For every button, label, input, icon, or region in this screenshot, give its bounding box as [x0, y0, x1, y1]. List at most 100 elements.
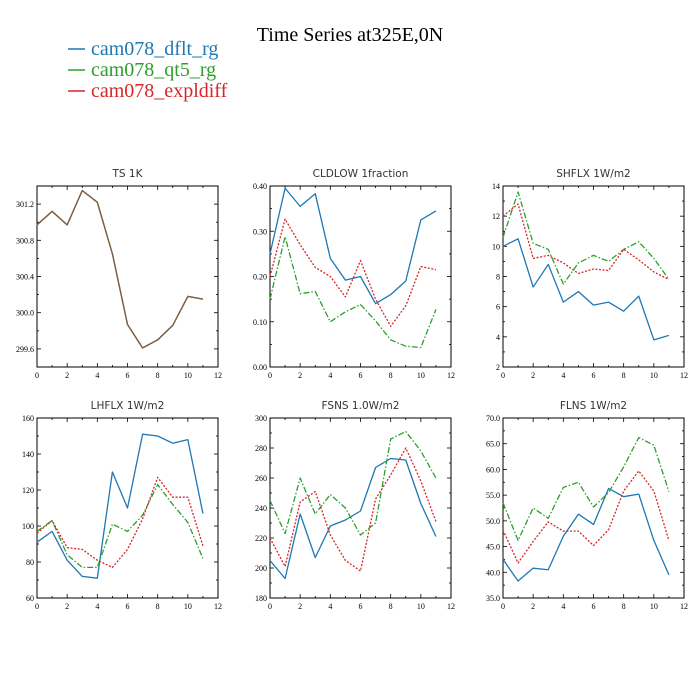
y-tick-label: 55.0 [486, 491, 500, 500]
chart-panel: LHFLX 1W/m2 0 2 4 6 8 10 12 60 80 100 120 140 160 [22, 400, 222, 611]
chart-panel: CLDLOW 1fraction 0 2 4 6 8 10 12 0.00 0.10 0.20 0.3… [253, 168, 455, 380]
y-tick-label: 160 [22, 414, 34, 423]
y-tick-label: 200 [255, 564, 267, 573]
x-tick-label: 12 [680, 602, 688, 611]
series-line [269, 236, 437, 349]
y-tick-label: 45.0 [486, 543, 500, 552]
y-tick-label: 80 [26, 558, 34, 567]
x-tick-label: 0 [268, 371, 272, 380]
series-line [502, 436, 670, 542]
x-tick-label: 8 [622, 602, 626, 611]
x-tick-label: 6 [592, 602, 596, 611]
series-line [502, 238, 670, 341]
y-tick-label: 140 [22, 450, 34, 459]
series-line [502, 470, 670, 564]
legend-entry: cam078_dflt_rg [91, 38, 218, 60]
y-tick-label: 301.2 [16, 200, 34, 209]
panel-title: SHFLX 1W/m2 [556, 168, 631, 180]
x-tick-label: 8 [156, 371, 160, 380]
series-line [502, 191, 670, 285]
x-tick-label: 6 [592, 371, 596, 380]
chart-panel: TS 1K 0 2 4 6 8 10 12 299.6 300.0 300.4 300.8 301.2 [16, 168, 222, 380]
series-line [36, 189, 204, 349]
legend-entry: cam078_expldiff [91, 80, 228, 102]
y-tick-label: 0.00 [253, 363, 267, 372]
x-tick-label: 8 [389, 602, 393, 611]
series-line [502, 487, 670, 582]
x-tick-label: 6 [359, 602, 363, 611]
series-line [36, 189, 204, 349]
y-tick-label: 220 [255, 534, 267, 543]
y-tick-label: 40.0 [486, 568, 500, 577]
y-tick-label: 6 [496, 303, 500, 312]
x-tick-label: 0 [501, 602, 505, 611]
x-tick-label: 4 [328, 371, 332, 380]
y-tick-label: 0.40 [253, 182, 267, 191]
y-tick-label: 0.10 [253, 318, 267, 327]
x-tick-label: 4 [561, 371, 565, 380]
series-line [36, 483, 204, 569]
y-tick-label: 14 [492, 182, 500, 191]
y-tick-label: 100 [22, 522, 34, 531]
x-tick-label: 0 [268, 602, 272, 611]
legend-entry: cam078_qt5_rg [91, 59, 216, 81]
chart-panel: FLNS 1W/m2 0 2 4 6 8 10 12 35.0 40.0 45.0 50.0 55.0 6… [486, 400, 688, 611]
legend: cam078_dflt_rgcam078_qt5_rgcam078_expldi… [68, 38, 228, 102]
y-tick-label: 120 [22, 486, 34, 495]
chart-panels: TS 1K 0 2 4 6 8 10 12 299.6 300.0 300.4 300.8 301.2 C… [16, 168, 688, 611]
plot-frame [36, 185, 219, 368]
panel-title: CLDLOW 1fraction [313, 168, 409, 180]
x-tick-label: 4 [95, 602, 99, 611]
x-tick-label: 10 [184, 602, 192, 611]
y-tick-label: 299.6 [16, 345, 34, 354]
x-tick-label: 0 [501, 371, 505, 380]
x-tick-label: 2 [298, 371, 302, 380]
x-tick-label: 2 [65, 602, 69, 611]
x-tick-label: 12 [447, 371, 455, 380]
y-tick-label: 260 [255, 474, 267, 483]
figure-title: Time Series at325E,0N [257, 24, 443, 46]
y-tick-label: 50.0 [486, 517, 500, 526]
x-tick-label: 12 [680, 371, 688, 380]
y-tick-label: 0.30 [253, 227, 267, 236]
y-tick-label: 4 [496, 333, 500, 342]
y-tick-label: 300.8 [16, 236, 34, 245]
y-tick-label: 240 [255, 504, 267, 513]
x-tick-label: 2 [65, 371, 69, 380]
series-line [269, 430, 437, 536]
series-line [269, 457, 437, 580]
y-tick-label: 180 [255, 594, 267, 603]
x-tick-label: 12 [214, 371, 222, 380]
x-tick-label: 4 [95, 371, 99, 380]
plot-frame [269, 417, 452, 599]
panel-title: TS 1K [112, 168, 144, 180]
x-tick-label: 4 [561, 602, 565, 611]
x-tick-label: 2 [531, 602, 535, 611]
y-tick-label: 65.0 [486, 440, 500, 449]
series-line [502, 203, 670, 281]
x-tick-label: 10 [650, 371, 658, 380]
series-line [36, 476, 204, 569]
x-tick-label: 6 [359, 371, 363, 380]
y-tick-label: 35.0 [486, 594, 500, 603]
y-tick-label: 300.0 [16, 309, 34, 318]
x-tick-label: 10 [184, 371, 192, 380]
y-tick-label: 8 [496, 273, 500, 282]
y-tick-label: 60 [26, 594, 34, 603]
x-tick-label: 10 [417, 371, 425, 380]
y-tick-label: 12 [492, 212, 500, 221]
y-tick-label: 300.4 [16, 273, 34, 282]
series-line [36, 189, 204, 349]
x-tick-label: 8 [389, 371, 393, 380]
x-tick-label: 10 [650, 602, 658, 611]
y-tick-label: 60.0 [486, 465, 500, 474]
y-tick-label: 70.0 [486, 414, 500, 423]
x-tick-label: 4 [328, 602, 332, 611]
panel-title: FSNS 1.0W/m2 [322, 400, 400, 412]
x-tick-label: 10 [417, 602, 425, 611]
y-tick-label: 280 [255, 444, 267, 453]
x-tick-label: 8 [156, 602, 160, 611]
x-tick-label: 12 [447, 602, 455, 611]
